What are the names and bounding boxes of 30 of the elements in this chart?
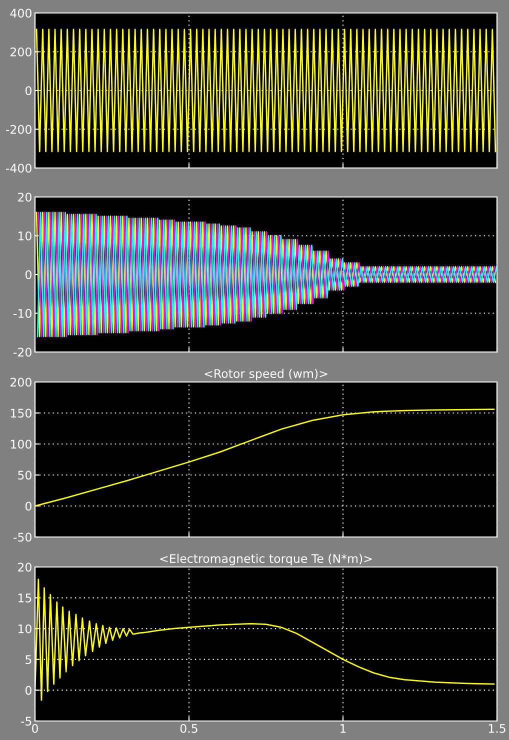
y-tick-label: 5: [26, 655, 32, 664]
chart-title: <Rotor speed (wm)>: [204, 368, 328, 380]
y-tick-label: -200: [6, 124, 32, 134]
y-tick-label: 100: [10, 440, 32, 449]
x-tick-label: 1.5: [488, 724, 506, 733]
y-tick-label: 0: [25, 502, 32, 511]
y-tick-label: 0: [25, 270, 32, 280]
y-tick-label: 150: [10, 408, 32, 418]
y-tick-label: 200: [10, 47, 32, 56]
y-tick-label: -400: [6, 164, 32, 173]
y-tick-label: -50: [14, 532, 32, 542]
y-tick-label: 0: [25, 686, 32, 695]
y-tick-label: -5: [21, 716, 32, 726]
x-tick-label: 0.5: [180, 724, 198, 733]
y-tick-label: 0: [25, 86, 32, 96]
line-series: [35, 578, 495, 701]
y-tick-label: 10: [18, 624, 32, 634]
x-tick-label: 0: [32, 724, 38, 733]
y-tick-label: 400: [10, 8, 32, 18]
y-tick-label: 20: [18, 192, 32, 202]
y-tick-label: -10: [14, 308, 32, 318]
y-tick-label: 200: [10, 378, 32, 387]
y-tick-label: 20: [18, 562, 32, 572]
line-series: [35, 408, 495, 507]
chart-title: <Electromagnetic torque Te (N*m)>: [160, 554, 372, 566]
y-tick-label: 15: [18, 594, 32, 602]
y-tick-label: -20: [14, 348, 32, 357]
y-tick-label: 50: [18, 470, 32, 480]
x-tick-label: 1: [340, 724, 346, 733]
y-tick-label: 10: [18, 231, 32, 240]
